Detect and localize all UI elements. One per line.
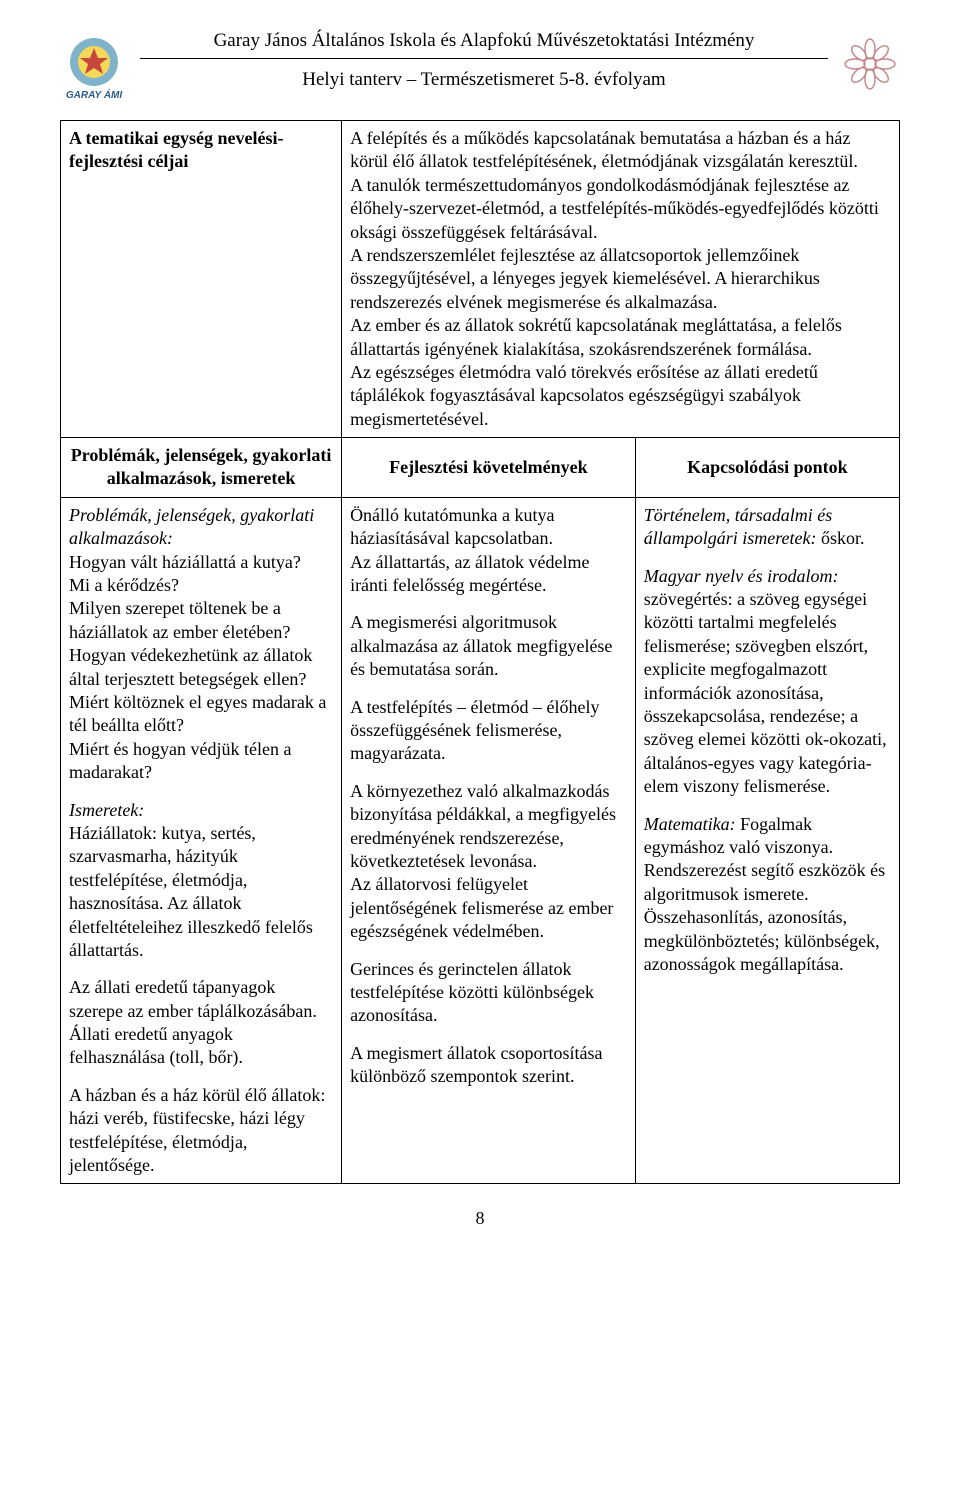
- spacer: [350, 1028, 627, 1042]
- conn-block-2: Magyar nyelv és irodalom: szövegértés: a…: [644, 565, 891, 799]
- col-header-connections: Kapcsolódási pontok: [635, 438, 899, 498]
- knowledge-text-1: Háziállatok: kutya, sertés, szarvasmarha…: [69, 822, 333, 962]
- spacer: [69, 785, 333, 799]
- spacer: [644, 551, 891, 565]
- col-header-problems: Problémák, jelenségek, gyakorlati alkalm…: [61, 438, 342, 498]
- conn-label-3: Matematika:: [644, 814, 736, 834]
- req-text-4: A környezethez való alkalmazkodás bizony…: [350, 780, 627, 944]
- req-text-5: Gerinces és gerinctelen állatok testfelé…: [350, 958, 627, 1028]
- table-row: Problémák, jelenségek, gyakorlati alkalm…: [61, 497, 900, 1184]
- conn-block-3: Matematika: Fogalmak egymáshoz való visz…: [644, 813, 891, 977]
- curriculum-table: A tematikai egység nevelési-fejlesztési …: [60, 120, 900, 1184]
- req-text-6: A megismert állatok csoportosítása külön…: [350, 1042, 627, 1089]
- table-row: A tematikai egység nevelési-fejlesztési …: [61, 121, 900, 438]
- page-number: 8: [60, 1208, 900, 1229]
- req-text-3: A testfelépítés – életmód – élőhely össz…: [350, 696, 627, 766]
- conn-block-1: Történelem, társadalmi és állampolgári i…: [644, 504, 891, 551]
- requirements-cell: Önálló kutatómunka a kutya háziasításáva…: [342, 497, 636, 1184]
- school-logo-left-icon: GARAY ÁMI: [60, 34, 128, 102]
- table-header-row: Problémák, jelenségek, gyakorlati alkalm…: [61, 438, 900, 498]
- spacer: [69, 962, 333, 976]
- conn-text-2: szövegértés: a szöveg egységei közötti t…: [644, 589, 887, 796]
- problems-cell: Problémák, jelenségek, gyakorlati alkalm…: [61, 497, 342, 1184]
- header-center: Garay János Általános Iskola és Alapfokú…: [140, 30, 828, 91]
- decorative-logo-right-icon: [840, 34, 900, 94]
- document-subtitle: Helyi tanterv – Természetismeret 5-8. év…: [140, 69, 828, 91]
- institution-name: Garay János Általános Iskola és Alapfokú…: [140, 30, 828, 59]
- thematic-goals-text: A felépítés és a működés kapcsolatának b…: [342, 121, 900, 438]
- spacer: [350, 597, 627, 611]
- thematic-goals-content: A felépítés és a működés kapcsolatának b…: [350, 127, 891, 431]
- col-header-requirements: Fejlesztési követelmények: [342, 438, 636, 498]
- page: GARAY ÁMI Garay János Általános Iskola é…: [0, 0, 960, 1259]
- conn-label-1: Történelem, társadalmi és állampolgári i…: [644, 505, 833, 548]
- svg-text:GARAY ÁMI: GARAY ÁMI: [66, 88, 123, 101]
- page-header: GARAY ÁMI Garay János Általános Iskola é…: [60, 30, 900, 102]
- connections-cell: Történelem, társadalmi és állampolgári i…: [635, 497, 899, 1184]
- spacer: [350, 766, 627, 780]
- problems-label: Problémák, jelenségek, gyakorlati alkalm…: [69, 505, 314, 548]
- knowledge-text-2: Az állati eredetű tápanyagok szerepe az …: [69, 976, 333, 1070]
- spacer: [69, 1070, 333, 1084]
- spacer: [644, 799, 891, 813]
- knowledge-text-3: A házban és a ház körül élő állatok: ház…: [69, 1084, 333, 1178]
- conn-text-3: Fogalmak egymáshoz való viszonya. Rendsz…: [644, 814, 885, 974]
- conn-text-1: őskor.: [817, 528, 865, 548]
- spacer: [350, 682, 627, 696]
- knowledge-label: Ismeretek:: [69, 800, 144, 820]
- thematic-goals-label: A tematikai egység nevelési-fejlesztési …: [61, 121, 342, 438]
- req-text-1: Önálló kutatómunka a kutya háziasításáva…: [350, 504, 627, 598]
- spacer: [350, 944, 627, 958]
- conn-label-2: Magyar nyelv és irodalom:: [644, 566, 839, 586]
- problems-text: Hogyan vált háziállattá a kutya? Mi a ké…: [69, 551, 333, 785]
- req-text-2: A megismerési algoritmusok alkalmazása a…: [350, 611, 627, 681]
